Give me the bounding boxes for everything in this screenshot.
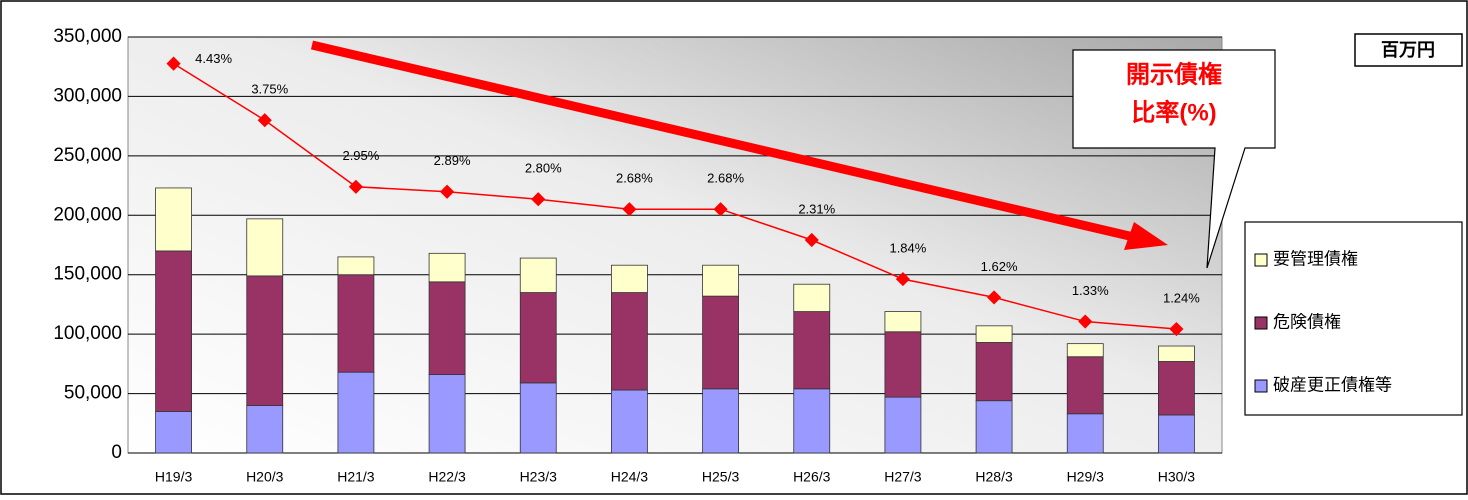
x-tick-label: H26/3 (793, 469, 831, 485)
y-tick-label: 350,000 (53, 26, 122, 47)
bar-segment (1066, 356, 1104, 415)
bar-segment (793, 311, 831, 390)
bar-segment (702, 295, 739, 390)
bar-segment (428, 374, 466, 454)
bar-segment (884, 396, 922, 454)
data-label: 2.89% (434, 153, 471, 168)
data-label: 2.31% (798, 201, 835, 216)
x-tick-label: H30/3 (1158, 469, 1196, 485)
bar-segment (337, 274, 375, 373)
rate-marker (804, 232, 819, 248)
callout (1072, 49, 1276, 269)
legend-label: 破産更正債権等 (1273, 375, 1392, 394)
data-label: 2.68% (707, 171, 744, 186)
y-tick-label: 250,000 (53, 145, 122, 166)
bar-segment (1158, 345, 1195, 362)
y-tick-label: 0 (111, 442, 122, 463)
rate-marker (440, 184, 455, 199)
data-label: 3.75% (251, 82, 288, 97)
unit-box (1354, 33, 1463, 67)
x-tick-label: H27/3 (884, 469, 922, 485)
legend-label: 要管理債権 (1273, 249, 1358, 268)
unit-label: 百万円 (1381, 40, 1435, 60)
bar-segment (246, 218, 284, 277)
rate-marker (1169, 321, 1184, 337)
data-label: 2.68% (616, 171, 653, 186)
bar-segment (611, 389, 648, 454)
data-label: 1.62% (981, 259, 1018, 274)
bar-segment (428, 252, 466, 283)
callout-text: 比率(%) (1131, 98, 1216, 126)
bar-segment (884, 311, 922, 333)
bar-segment (337, 256, 375, 276)
bar-segment (611, 292, 648, 391)
legend-swatch (1254, 379, 1268, 393)
data-label: 1.33% (1072, 283, 1109, 298)
rate-marker (895, 272, 910, 287)
bar-segment (793, 388, 831, 454)
x-tick-label: H22/3 (428, 469, 466, 485)
bar-segment (519, 292, 557, 384)
rate-marker (713, 202, 728, 217)
plot-area (127, 36, 1223, 454)
y-tick-label: 50,000 (64, 383, 122, 404)
rate-marker (987, 290, 1002, 305)
x-tick-label: H21/3 (337, 469, 375, 485)
rate-marker (257, 113, 272, 128)
bar-segment (155, 187, 192, 252)
bar-segment (975, 342, 1013, 402)
x-tick-label: H20/3 (246, 469, 284, 485)
bar-segment (246, 405, 284, 454)
bar-segment (1066, 343, 1104, 358)
bar-segment (975, 325, 1013, 343)
data-label: 4.43% (195, 51, 232, 66)
bar-segment (884, 331, 922, 398)
bar-segment (1066, 413, 1104, 454)
rate-marker (1078, 314, 1093, 329)
bar-segment (337, 371, 375, 454)
x-tick-label: H24/3 (611, 469, 649, 485)
bar-segment (1158, 361, 1195, 416)
y-tick-label: 150,000 (53, 264, 122, 285)
y-tick-label: 300,000 (53, 85, 122, 106)
data-label: 1.84% (889, 241, 926, 256)
trend-arrow (310, 40, 1140, 243)
bar-segment (975, 400, 1013, 454)
bar-segment (155, 250, 192, 412)
x-tick-label: H29/3 (1067, 469, 1105, 485)
x-tick-label: H28/3 (975, 469, 1013, 485)
bar-segment (519, 257, 557, 293)
data-label: 1.24% (1163, 290, 1200, 305)
x-tick-label: H23/3 (520, 469, 558, 485)
bar-segment (246, 275, 284, 406)
data-label: 2.95% (342, 148, 379, 163)
bar-segment (611, 264, 648, 293)
bar-segment (702, 264, 739, 297)
y-tick-label: 100,000 (53, 323, 122, 344)
callout-text: 開示債権 (1126, 60, 1222, 88)
legend-label: 危険債権 (1273, 312, 1341, 331)
bar-segment (793, 283, 831, 312)
legend (1244, 221, 1463, 416)
rate-line (173, 62, 1177, 330)
trend-arrow-head (1124, 222, 1168, 250)
legend-swatch (1254, 316, 1268, 330)
rate-marker (348, 179, 363, 194)
bar-segment (155, 410, 192, 454)
legend-swatch (1254, 253, 1268, 267)
rate-marker (531, 192, 546, 207)
bar-segment (519, 382, 557, 454)
bar-segment (428, 281, 466, 375)
rate-marker (622, 202, 637, 217)
bar-segment (1158, 414, 1195, 454)
x-tick-label: H19/3 (155, 469, 193, 485)
y-tick-label: 200,000 (53, 204, 122, 225)
bar-segment (702, 388, 739, 454)
data-label: 2.80% (525, 161, 562, 176)
x-tick-label: H25/3 (702, 469, 740, 485)
